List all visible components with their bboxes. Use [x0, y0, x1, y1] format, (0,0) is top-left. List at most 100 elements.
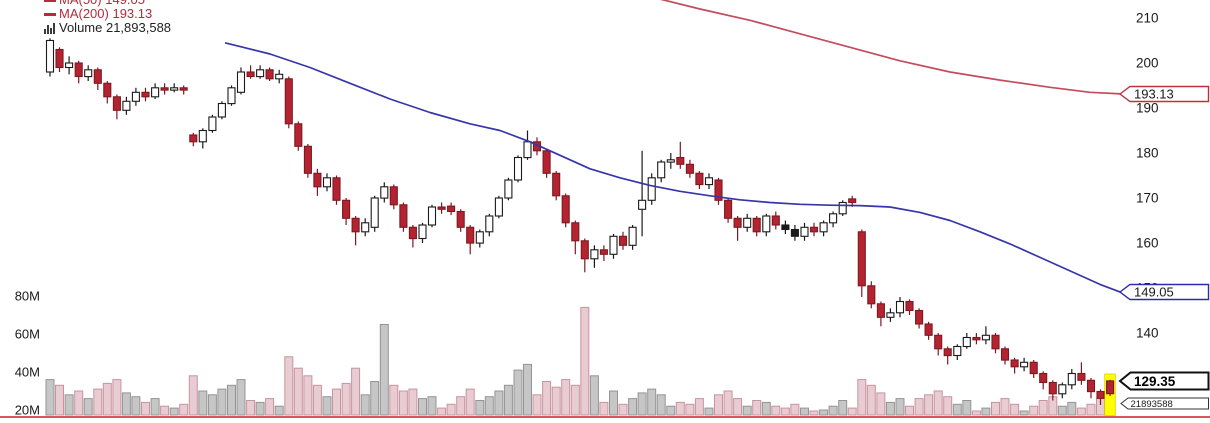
candle-body	[1067, 372, 1076, 386]
volume-bar	[542, 381, 552, 416]
legend-ma200-label: MA(200) 193.13	[59, 6, 153, 21]
volume-bar	[666, 405, 676, 416]
candle-body	[867, 285, 876, 305]
volume-icon	[44, 22, 56, 34]
candle-body	[351, 217, 360, 233]
volume-bar	[551, 386, 561, 416]
volume-bar	[169, 407, 179, 416]
candle-body	[876, 303, 885, 318]
candle-body	[456, 210, 465, 228]
candle-body	[943, 348, 952, 357]
volume-bar	[618, 403, 628, 416]
price-tag-ma50: 149.05	[1118, 283, 1210, 301]
volume-bar	[704, 407, 714, 416]
volume-bar	[628, 398, 638, 416]
volume-bar	[532, 394, 542, 416]
candle-body	[45, 39, 55, 73]
volume-bar	[389, 384, 399, 416]
candle-body	[1048, 381, 1057, 395]
price-tag-ma200-shape	[1118, 85, 1210, 103]
candle-body	[313, 172, 322, 188]
candle-body	[504, 179, 513, 199]
candle-body	[704, 177, 714, 186]
volume-bar	[74, 390, 84, 416]
volume-bar	[456, 396, 466, 416]
volume-bar	[341, 382, 351, 416]
volume-tag-last-value: 21893588	[1131, 399, 1173, 410]
candle-body	[84, 69, 93, 78]
volume-bar	[427, 396, 437, 416]
legend: MA(50) 149.05 MA(200) 193.13 Volume 21,8…	[44, 0, 171, 35]
volume-bar	[847, 407, 857, 416]
candle-body	[236, 71, 246, 93]
candle-body	[103, 82, 112, 98]
candle-body	[1000, 348, 1010, 361]
candle-body	[695, 172, 704, 186]
volume-bar	[1067, 401, 1077, 416]
candle-body	[819, 222, 828, 233]
volume-bar	[675, 401, 685, 416]
candle-body	[638, 199, 647, 210]
candle-body	[332, 177, 341, 201]
price-axis-label: 160	[1136, 236, 1159, 251]
legend-ma50: MA(50) 149.05	[44, 0, 171, 7]
volume-bar	[303, 375, 313, 416]
candles-layer	[45, 38, 1115, 405]
volume-bar	[733, 398, 743, 416]
candle-body	[370, 197, 379, 228]
candle-body	[609, 235, 618, 255]
candle-body	[179, 87, 188, 91]
price-axis-label: 210	[1136, 11, 1159, 26]
volume-bar	[150, 398, 160, 416]
volume-bar	[379, 324, 389, 416]
volume-bar	[45, 379, 55, 416]
volume-tag-last-shape	[1120, 397, 1209, 410]
volume-bar	[227, 384, 236, 416]
volume-bar	[714, 394, 723, 416]
candle-body	[447, 205, 456, 213]
candle-body	[275, 73, 284, 80]
candle-body	[494, 197, 503, 217]
volume-bar	[780, 407, 790, 416]
candle-body	[676, 156, 685, 165]
volume-bar	[198, 390, 208, 416]
volume-bar	[609, 390, 618, 416]
candle-body	[256, 69, 265, 78]
candle-body	[981, 334, 990, 341]
candle-body	[1020, 361, 1029, 368]
volume-bar	[408, 388, 418, 416]
price-axis-label: 200	[1136, 56, 1159, 71]
volume-bar	[160, 405, 170, 416]
legend-ma50-label: MA(50) 149.05	[59, 0, 145, 7]
candle-body	[170, 87, 179, 91]
volume-bar	[284, 356, 294, 416]
volume-bar	[723, 390, 733, 416]
candle-body	[781, 224, 790, 231]
volume-bar	[121, 392, 131, 416]
volume-bar	[274, 405, 284, 416]
volume-bar	[131, 396, 141, 416]
volume-bar	[351, 367, 361, 416]
candle-body	[809, 226, 819, 233]
volume-bar	[93, 388, 103, 416]
volume-bar	[141, 401, 150, 416]
price-tag-last-value: 129.35	[1134, 374, 1176, 389]
legend-volume: Volume 21,893,588	[44, 21, 171, 35]
volume-bar	[217, 388, 227, 416]
volume-bar	[360, 394, 370, 416]
volume-bar	[484, 396, 494, 416]
volume-bar	[1057, 405, 1067, 416]
candle-body	[55, 48, 64, 69]
candle-body	[523, 141, 532, 159]
volume-bar	[809, 410, 819, 416]
candle-body	[513, 156, 523, 181]
candle-body	[485, 215, 494, 233]
candle-body	[895, 300, 905, 314]
volume-axis-label: 20M	[15, 403, 40, 418]
candle-body	[580, 240, 589, 260]
volume-bar	[924, 394, 934, 416]
volume-tag-last: 21893588	[1120, 397, 1209, 410]
volume-bar	[312, 384, 322, 416]
